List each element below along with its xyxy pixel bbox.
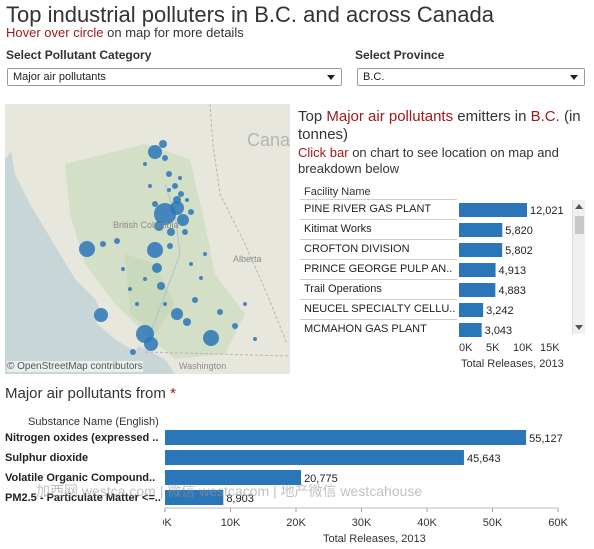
substance-bar-value: 8,903 bbox=[226, 493, 254, 505]
facility-bar-value: 4,913 bbox=[499, 265, 527, 277]
facility-axis-label: Total Releases, 2013 bbox=[461, 358, 564, 370]
facility-bar[interactable] bbox=[459, 223, 503, 237]
substance-bar[interactable] bbox=[165, 450, 464, 465]
substance-row-label[interactable]: Volatile Organic Compound.. bbox=[5, 472, 156, 484]
facility-bar[interactable] bbox=[459, 263, 496, 277]
scroll-up-icon[interactable] bbox=[575, 204, 583, 209]
facility-row-label[interactable]: CROFTON DIVISION bbox=[300, 239, 457, 259]
head-mid: emitters in bbox=[453, 108, 531, 125]
substance-bar-value: 55,127 bbox=[529, 433, 563, 445]
substance-axis-label: Total Releases, 2013 bbox=[323, 533, 426, 545]
facility-bar[interactable] bbox=[459, 323, 482, 337]
facility-bar[interactable] bbox=[459, 203, 527, 217]
facility-axis-tick: 10K bbox=[513, 342, 533, 354]
province-filter-label: Select Province bbox=[355, 48, 445, 62]
facility-bar-value: 5,820 bbox=[505, 225, 533, 237]
map-label-bc: British Columbia bbox=[113, 220, 179, 230]
facility-row-label[interactable]: PINE RIVER GAS PLANT bbox=[300, 199, 457, 219]
province-dropdown-value: B.C. bbox=[363, 71, 385, 83]
facility-bar-chart: 12,021 5,820 5,802 4,913 4,883 3,242 3,043 0K 5K… bbox=[459, 203, 564, 370]
substance-axis-tick: 50K bbox=[483, 517, 503, 529]
pollutant-filter-label: Select Pollutant Category bbox=[6, 48, 152, 62]
map-canvas bbox=[5, 104, 290, 374]
facility-row-label[interactable]: Kitimat Works bbox=[300, 219, 457, 239]
substance-row-label[interactable]: Nitrogen oxides (expressed .. bbox=[5, 432, 159, 444]
facility-bar-value: 5,802 bbox=[505, 245, 533, 257]
sub-highlight: Click bar bbox=[298, 145, 349, 160]
page-title: Top industrial polluters in B.C. and acr… bbox=[6, 2, 494, 27]
facility-chart-title: Top Major air pollutants emitters in B.C… bbox=[298, 108, 588, 144]
facility-bar[interactable] bbox=[459, 283, 496, 297]
facility-column-header: Facility Name bbox=[304, 186, 371, 198]
facility-bar-value: 3,043 bbox=[485, 325, 513, 337]
pollutant-dropdown[interactable]: Major air pollutants bbox=[7, 68, 342, 86]
head-suffix: (in tonnes) bbox=[298, 108, 581, 143]
facility-bar-value: 12,021 bbox=[530, 205, 564, 217]
watermark: 加西网 westca.com | 微信 westcacom | 地产微信 wes… bbox=[36, 483, 423, 499]
facility-row-label[interactable]: PRINCE GEORGE PULP AN.. bbox=[300, 259, 457, 279]
substance-bar[interactable] bbox=[165, 470, 302, 485]
substance-column-header: Substance Name (English) bbox=[28, 416, 159, 428]
substance-axis-tick: 60K bbox=[548, 517, 568, 529]
substance-bar-value: 20,775 bbox=[304, 473, 338, 485]
substance-axis-tick: 30K bbox=[352, 517, 372, 529]
chevron-down-icon bbox=[327, 75, 335, 80]
facility-map[interactable]: Cana British Columbia Alberta Washington… bbox=[5, 104, 290, 374]
substance-axis-tick: 10K bbox=[221, 517, 241, 529]
substance-axis-tick: 0K bbox=[163, 517, 172, 529]
head-prefix: Top bbox=[298, 108, 327, 125]
pollutant-dropdown-value: Major air pollutants bbox=[13, 71, 106, 83]
scroll-thumb[interactable] bbox=[575, 216, 584, 234]
substance-bar[interactable] bbox=[165, 430, 527, 445]
map-credit[interactable]: © OpenStreetMap contributors bbox=[7, 361, 143, 372]
head-pollutant: Major air pollutants bbox=[326, 108, 454, 125]
substance-bar[interactable] bbox=[165, 490, 224, 505]
scroll-down-icon[interactable] bbox=[575, 325, 583, 330]
facility-row-label[interactable]: NEUCEL SPECIALTY CELLU.. bbox=[300, 299, 457, 319]
substance-axis-tick: 20K bbox=[286, 517, 306, 529]
subtitle-highlight: Hover over circle bbox=[6, 25, 104, 40]
facility-bar[interactable] bbox=[459, 243, 503, 257]
facility-row-label[interactable]: Trail Operations bbox=[300, 279, 457, 299]
map-label-alberta: Alberta bbox=[233, 254, 262, 264]
substance-title-text: Major air pollutants from bbox=[5, 385, 171, 402]
facility-row-label[interactable]: MCMAHON GAS PLANT bbox=[300, 319, 457, 339]
province-dropdown[interactable]: B.C. bbox=[357, 68, 585, 86]
substance-row-label[interactable]: PM2.5 - Particulate Matter <=.. bbox=[5, 492, 161, 504]
chevron-down-icon bbox=[570, 75, 578, 80]
facility-axis-tick: 15K bbox=[540, 342, 560, 354]
substance-title-star: * bbox=[170, 385, 176, 402]
facility-scrollbar[interactable] bbox=[572, 200, 585, 334]
facility-axis-tick: 0K bbox=[459, 342, 473, 354]
map-label-canada: Cana bbox=[247, 130, 290, 150]
page-subtitle: Hover over circle on map for more detail… bbox=[6, 25, 244, 40]
substance-row-label[interactable]: Sulphur dioxide bbox=[5, 452, 89, 464]
sub-rest: on chart to see location on map and brea… bbox=[298, 145, 559, 176]
facility-chart-instructions: Click bar on chart to see location on ma… bbox=[298, 145, 588, 177]
facility-bar-value: 4,883 bbox=[498, 285, 526, 297]
head-province: B.C. bbox=[530, 108, 560, 125]
substance-axis-tick: 40K bbox=[417, 517, 437, 529]
map-label-washington: Washington bbox=[179, 361, 227, 371]
substance-bar-value: 45,643 bbox=[467, 453, 501, 465]
facility-bar[interactable] bbox=[459, 303, 484, 317]
facility-bar-value: 3,242 bbox=[486, 305, 514, 317]
substance-bar-chart: 55,127 45,643 20,775 8,903 0K 10K 20K 30K 40K 50K… bbox=[163, 430, 568, 545]
subtitle-rest: on map for more details bbox=[103, 25, 244, 40]
facility-axis-tick: 5K bbox=[486, 342, 500, 354]
substance-section-title: Major air pollutants from * bbox=[5, 385, 176, 402]
